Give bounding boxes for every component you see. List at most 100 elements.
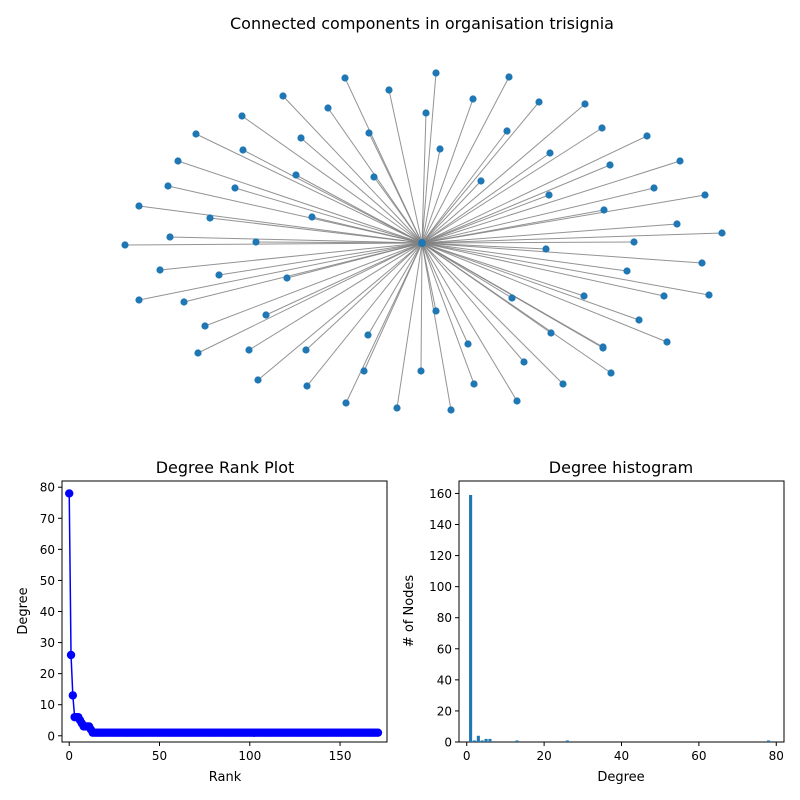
network-edge	[124, 242, 423, 246]
rank-plot-x-axis: 0 50 100 150	[65, 742, 352, 763]
network-node	[192, 130, 200, 138]
network-edge	[421, 242, 703, 264]
network-edge	[421, 127, 603, 244]
histogram-xtick-label: 80	[769, 749, 784, 763]
network-edge	[421, 194, 550, 244]
network-edge	[421, 242, 665, 297]
network-node	[660, 292, 668, 300]
network-node	[417, 367, 425, 375]
network-node	[600, 206, 608, 214]
rank-plot-series	[65, 489, 383, 737]
histogram-xlabel: Degree	[597, 770, 644, 785]
network-node	[673, 220, 681, 228]
network-node	[663, 338, 671, 346]
network-edge	[311, 216, 423, 244]
network-edge	[195, 133, 423, 244]
network-edge	[421, 242, 437, 312]
network-node	[559, 380, 567, 388]
histogram-ytick-label: 60	[437, 642, 452, 656]
rank-plot-ytick-label: 80	[40, 481, 55, 495]
network-edge	[421, 209, 605, 244]
network-edge	[421, 223, 678, 244]
network-edge	[255, 241, 423, 244]
network-node	[393, 404, 401, 412]
network-node	[650, 184, 658, 192]
network-node	[206, 214, 214, 222]
network-node	[231, 184, 239, 192]
network-node	[547, 329, 555, 337]
network-node	[245, 346, 253, 354]
network-node	[166, 233, 174, 241]
network-node	[252, 238, 260, 246]
network-node	[180, 298, 188, 306]
network-edge	[159, 242, 423, 271]
network-edge	[421, 135, 648, 244]
network-node	[630, 238, 638, 246]
rank-plot-ytick-label: 60	[40, 543, 55, 557]
network-edge	[421, 103, 586, 244]
network-edge	[421, 232, 723, 244]
network-node	[623, 267, 631, 275]
network-node	[436, 145, 444, 153]
network-edge	[421, 242, 475, 385]
histogram-x-axis: 0 20 40 60 80	[463, 742, 784, 763]
network-node	[535, 98, 543, 106]
network-edge	[421, 242, 628, 272]
network-edge	[421, 242, 552, 334]
rank-plot-point	[68, 691, 78, 700]
network-node	[164, 182, 172, 190]
histogram-bar	[480, 740, 484, 742]
network-node	[718, 229, 726, 237]
network-node	[705, 291, 713, 299]
network-node	[698, 259, 706, 267]
network-node	[676, 157, 684, 165]
network-edge	[241, 115, 423, 244]
rank-plot-point	[66, 650, 76, 660]
network-node	[238, 112, 246, 120]
network-edge	[421, 242, 518, 402]
network-edge	[421, 152, 551, 244]
network-node	[581, 100, 589, 108]
network-node	[464, 340, 472, 348]
rank-plot-ytick-label: 70	[40, 512, 55, 526]
network-edge	[421, 242, 585, 297]
network-edge	[421, 241, 635, 244]
network-edge	[421, 194, 706, 244]
network-nodes	[121, 69, 726, 414]
network-edge	[300, 137, 423, 244]
histogram-ytick-label: 20	[437, 704, 452, 718]
network-node	[279, 92, 287, 100]
network-node	[174, 157, 182, 165]
network-node	[505, 73, 513, 81]
network-node	[239, 146, 247, 154]
network-node	[308, 213, 316, 221]
network-edge	[421, 242, 452, 411]
network-node	[194, 349, 202, 357]
network-edge	[138, 242, 423, 301]
network-node	[215, 271, 223, 279]
network-node	[477, 177, 485, 185]
rank-plot-line	[68, 493, 378, 734]
network-node	[385, 86, 393, 94]
network-node	[370, 173, 378, 181]
network-node	[360, 367, 368, 375]
network-node	[432, 307, 440, 315]
network-node	[156, 266, 164, 274]
network-edge	[218, 242, 423, 276]
histogram-xtick-label: 0	[463, 749, 471, 763]
network-node	[341, 74, 349, 82]
rank-plot-point	[65, 489, 74, 498]
network-edge	[421, 187, 655, 244]
network-edge	[257, 242, 423, 381]
network-node	[542, 245, 550, 253]
rank-plot-point	[373, 728, 383, 737]
network-node	[432, 69, 440, 77]
network-node	[364, 331, 372, 339]
histogram-ytick-label: 0	[444, 736, 452, 750]
rank-plot-xtick-label: 50	[152, 749, 167, 763]
rank-plot-xtick-label: 0	[65, 749, 73, 763]
histogram-ytick-label: 120	[429, 549, 452, 563]
network-edge	[295, 174, 423, 244]
histogram-ytick-label: 100	[429, 580, 452, 594]
network-edge	[197, 242, 423, 354]
